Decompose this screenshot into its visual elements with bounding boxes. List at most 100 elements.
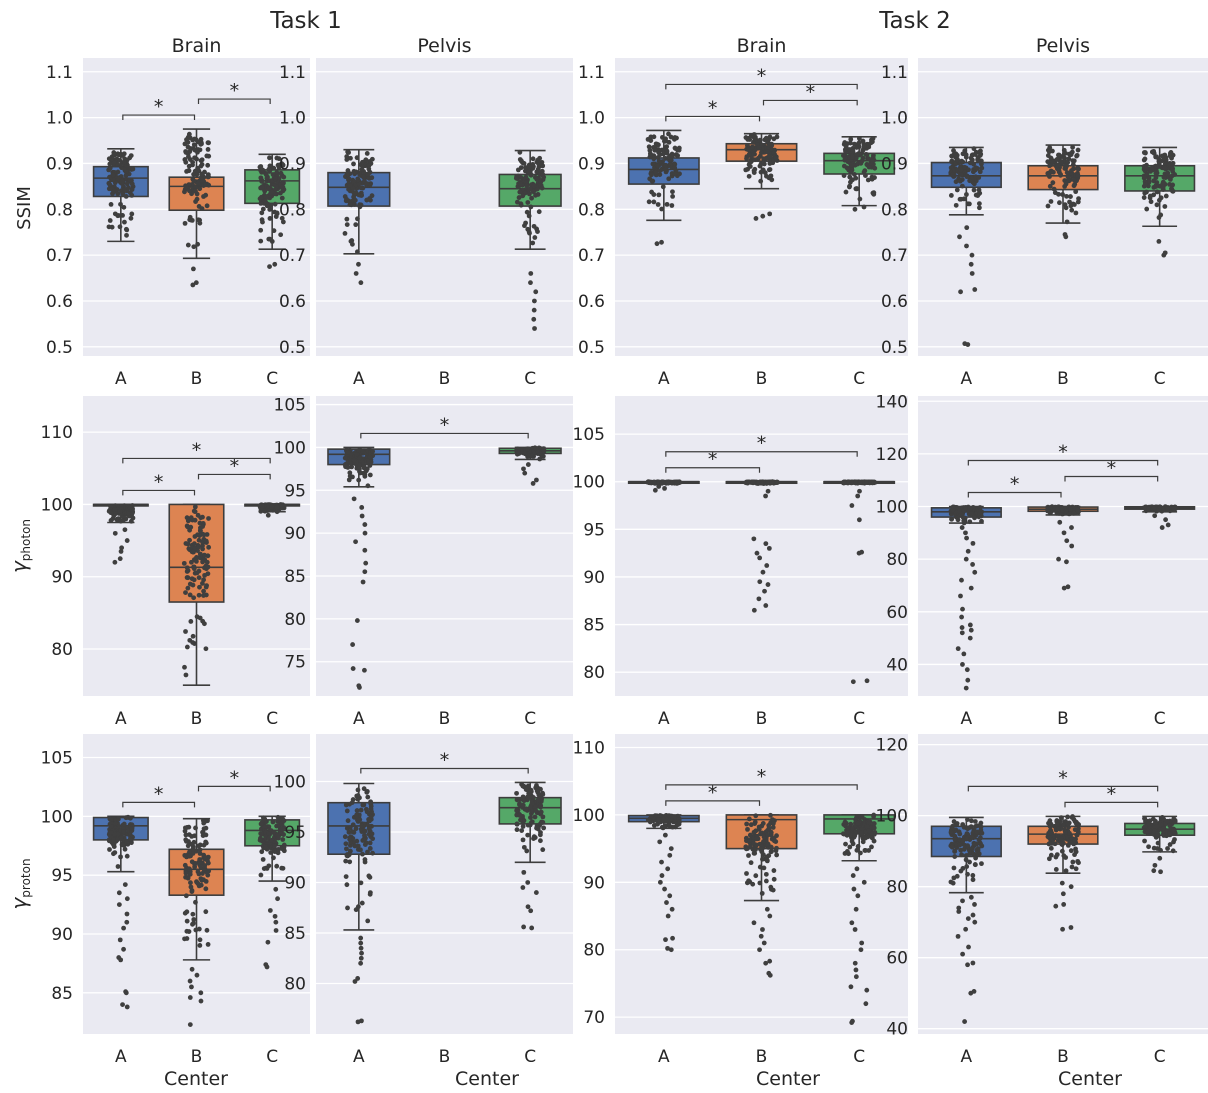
strip-point [260, 206, 266, 212]
strip-point [652, 479, 657, 485]
bracket-line [197, 473, 271, 480]
strip-point [112, 821, 118, 826]
x-tick-label: A [961, 709, 973, 729]
strip-point [353, 907, 359, 913]
outlier-point [852, 960, 858, 966]
strip-point [129, 211, 135, 217]
outlier-point [1061, 585, 1067, 591]
strip-point [1063, 868, 1069, 874]
strip-point [663, 138, 669, 144]
y-tick-label: 90 [284, 524, 306, 544]
strip-point [360, 449, 366, 454]
strip-point [767, 167, 773, 172]
strip-point [869, 139, 875, 145]
strip-point [269, 189, 275, 195]
plot-area [316, 396, 573, 696]
strip-point [1154, 202, 1160, 208]
outlier-point [1069, 525, 1074, 530]
significance-star: * [230, 80, 240, 102]
strip-point [354, 812, 360, 818]
strip-point [354, 155, 360, 161]
strip-point [845, 159, 851, 165]
strip-point [977, 152, 983, 158]
strip-point [959, 172, 964, 178]
strip-point [342, 462, 348, 468]
outlier-point [533, 477, 539, 483]
strip-point [771, 868, 777, 873]
outlier-point [859, 940, 865, 946]
strip-point [856, 140, 862, 146]
strip-point [659, 480, 665, 486]
outlier-point [851, 886, 857, 892]
outlier-point [968, 261, 974, 267]
strip-point [656, 817, 662, 823]
strip-point [858, 160, 864, 166]
strip-point [672, 162, 678, 167]
strip-point [763, 878, 769, 884]
strip-point [353, 826, 359, 832]
outlier-point [1056, 556, 1061, 562]
strip-point [1074, 152, 1080, 158]
strip-point [672, 165, 678, 171]
outlier-point [529, 925, 535, 931]
strip-points [182, 131, 212, 288]
strip-point [513, 175, 519, 181]
strip-point [191, 541, 197, 547]
strip-point [184, 825, 190, 830]
outlier-point [198, 998, 204, 1004]
strip-point [360, 159, 365, 165]
strip-point [1062, 155, 1067, 161]
strip-point [1072, 852, 1077, 858]
strip-point [969, 834, 975, 840]
strip-point [357, 817, 363, 823]
y-tick-label: 85 [284, 567, 306, 587]
strip-point [107, 165, 113, 171]
outlier-point [1060, 926, 1065, 932]
strip-point [199, 206, 205, 212]
strip-point [514, 199, 520, 205]
strip-point [533, 192, 538, 198]
strip-point [361, 802, 367, 808]
strip-point [534, 176, 540, 182]
significance-star: * [192, 439, 202, 461]
strip-point [770, 887, 776, 893]
strip-point [973, 841, 979, 847]
outlier-point [1165, 522, 1171, 528]
outlier-point [124, 919, 130, 925]
strip-point [664, 150, 670, 156]
outlier-point [267, 908, 273, 913]
outlier-point [190, 282, 196, 288]
box-B [168, 503, 225, 686]
strip-point [748, 860, 754, 866]
strip-point [274, 211, 280, 217]
strip-point [1170, 160, 1176, 166]
strip-point [204, 153, 210, 159]
strip-point [866, 828, 872, 834]
outlier-point [967, 635, 973, 641]
outlier-point [1068, 884, 1074, 890]
strip-point [195, 149, 200, 155]
outlier-point [855, 493, 861, 499]
strip-point [112, 507, 118, 513]
strip-point [859, 830, 864, 836]
strip-point [356, 477, 362, 483]
x-tick-label: B [756, 1047, 768, 1067]
outlier-point [1059, 880, 1065, 886]
outlier-point [665, 866, 671, 872]
strip-point [771, 876, 777, 882]
strip-point [185, 242, 191, 248]
strip-point [108, 510, 114, 516]
strip-point [538, 179, 544, 185]
strip-point [1162, 204, 1168, 209]
outlier-point [957, 234, 962, 240]
strip-point [520, 193, 526, 199]
outlier-point [961, 651, 967, 657]
strip-point [111, 844, 117, 849]
significance-star: * [230, 455, 240, 477]
strip-point [514, 821, 520, 827]
strip-point [758, 178, 764, 184]
y-tick-label: 95 [583, 520, 605, 540]
strip-point [344, 196, 349, 202]
outlier-point [767, 913, 773, 919]
